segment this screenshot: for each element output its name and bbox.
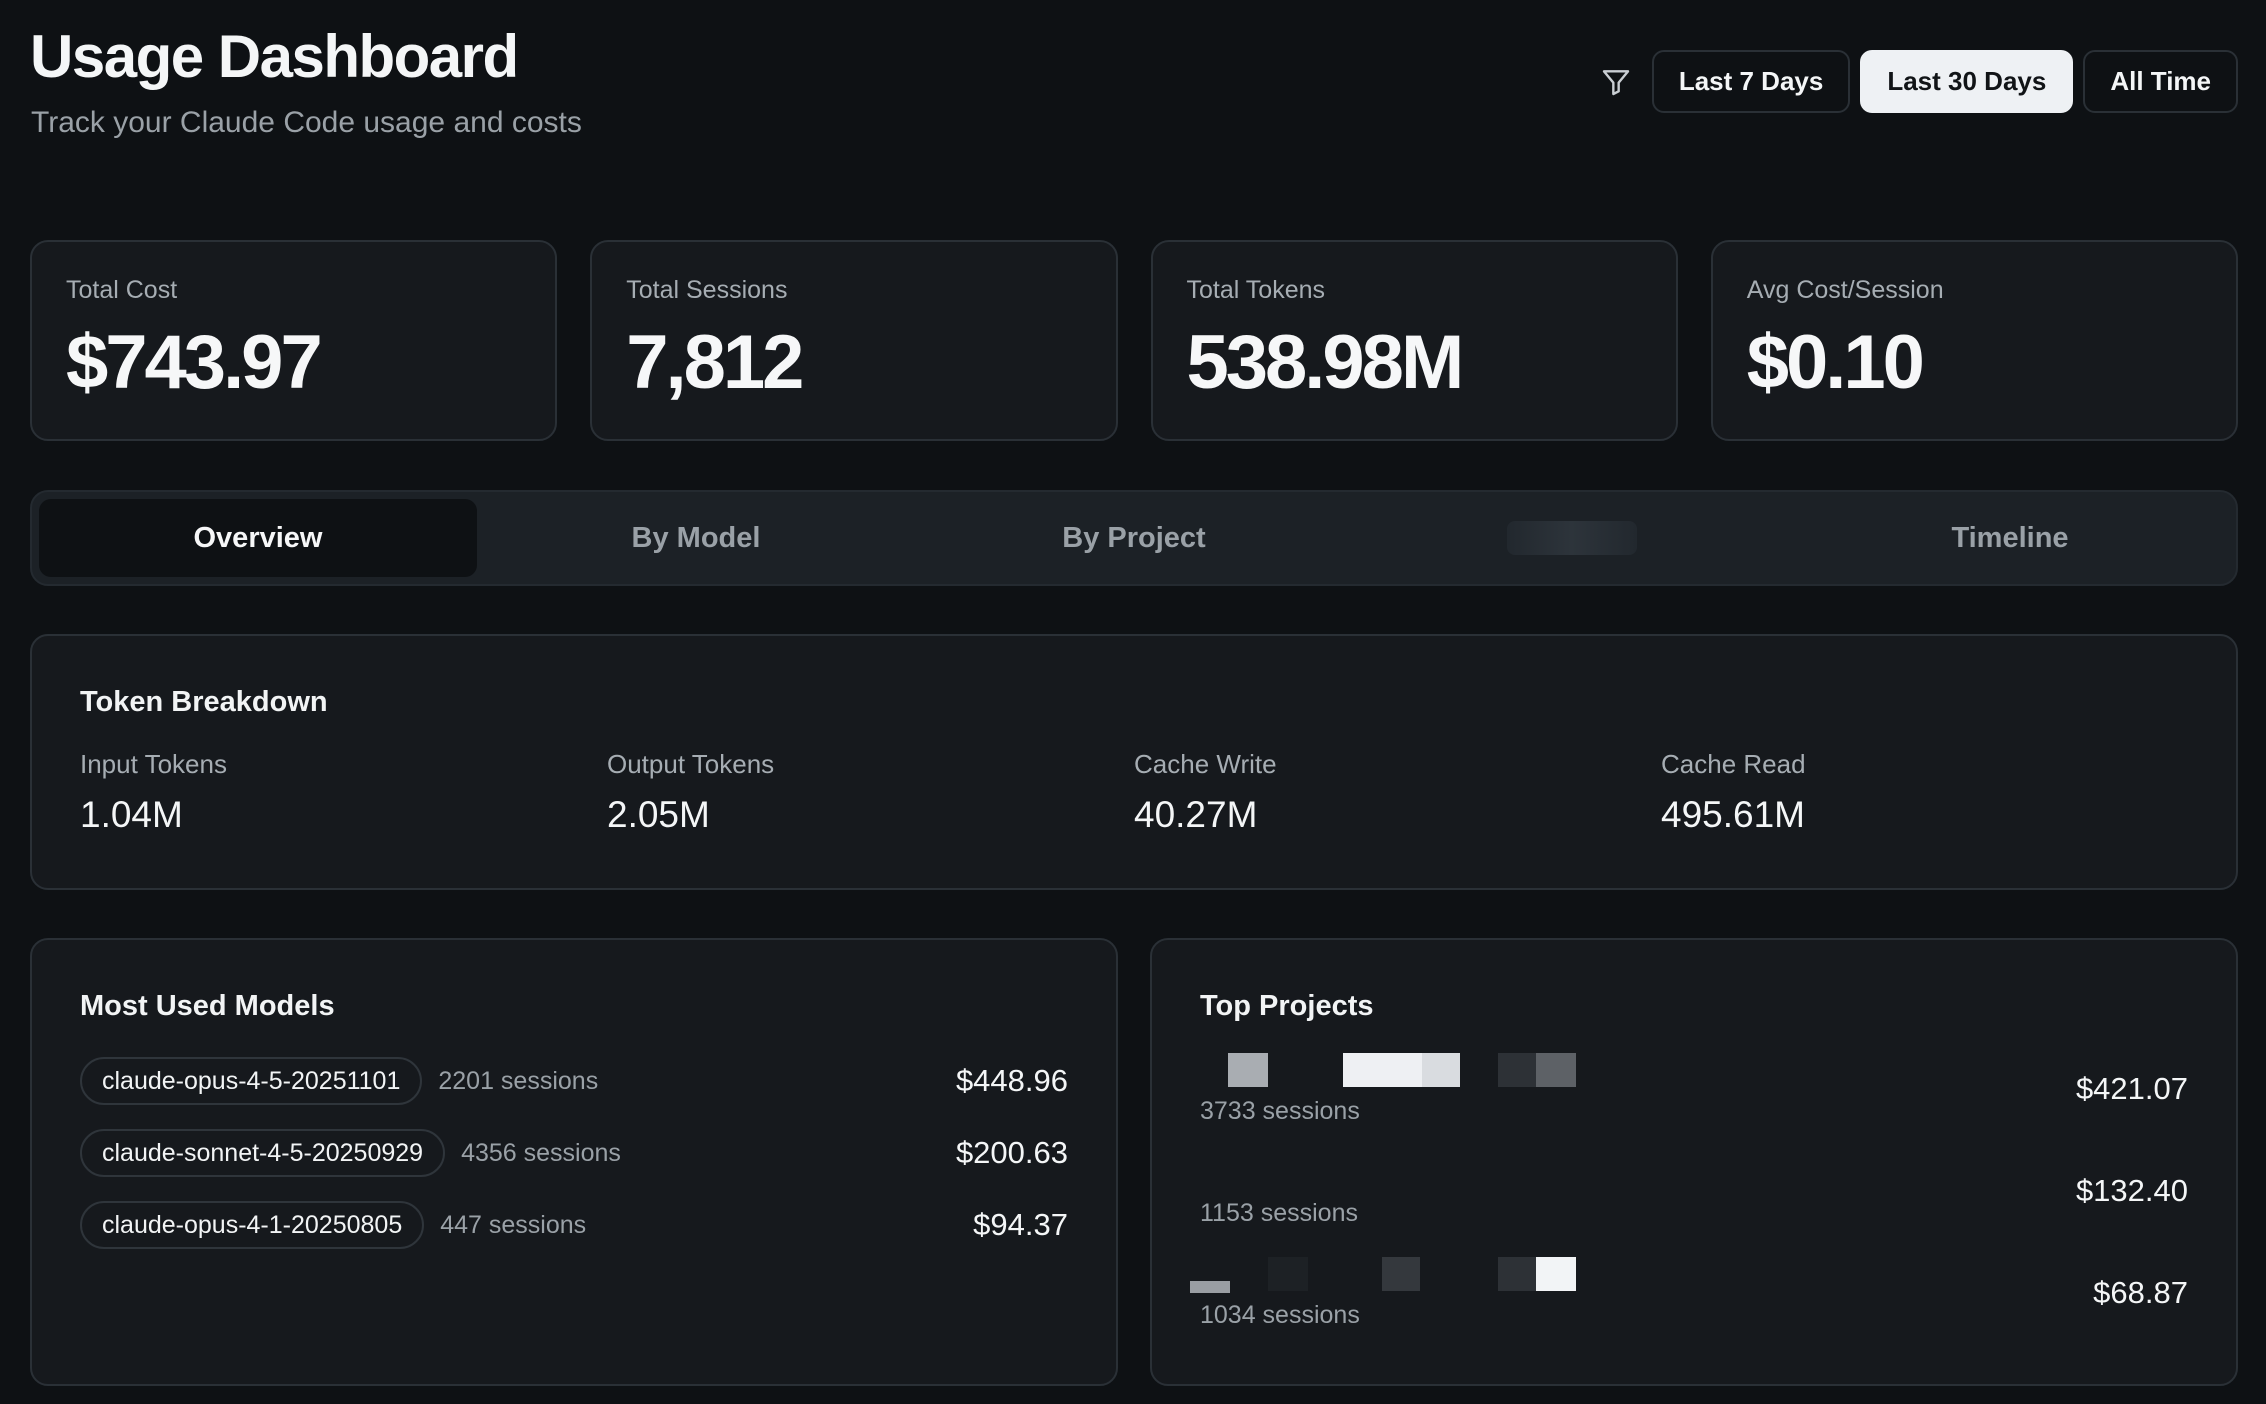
stat-label: Avg Cost/Session — [1746, 276, 1944, 304]
redacted-label — [1507, 521, 1637, 555]
project-sessions: 3733 sessions — [1200, 1097, 1360, 1125]
stat-label: Total Tokens — [1186, 276, 1326, 304]
input-tokens: Input Tokens 1.04M — [80, 749, 607, 836]
token-value: 1.04M — [80, 794, 183, 835]
cache-read: Cache Read 495.61M — [1661, 749, 2188, 836]
model-row: claude-sonnet-4-5-20250929 4356 sessions… — [80, 1129, 1068, 1177]
cache-write: Cache Write 40.27M — [1134, 749, 1661, 836]
page-subtitle: Track your Claude Code usage and costs — [31, 106, 582, 139]
total-sessions-card: Total Sessions 7,812 — [590, 240, 1118, 441]
token-label: Cache Read — [1661, 749, 1806, 779]
stat-label: Total Cost — [66, 276, 178, 304]
project-name-redacted — [1200, 1155, 2188, 1191]
tab-by-project[interactable]: By Project — [1062, 521, 1206, 554]
project-cost: $421.07 — [2075, 1071, 2188, 1106]
tab-by-model[interactable]: By Model — [631, 521, 761, 554]
stat-value: $0.10 — [1746, 320, 1925, 405]
last-30-days-button[interactable]: Last 30 Days — [1860, 50, 2074, 113]
model-cost: $94.37 — [973, 1207, 1068, 1242]
model-sessions: 447 sessions — [440, 1210, 587, 1239]
date-range-filter: Last 7 Days Last 30 Days All Time — [1596, 50, 2238, 113]
total-cost-card: Total Cost $743.97 — [30, 240, 558, 441]
model-row: claude-opus-4-1-20250805 447 sessions $9… — [80, 1201, 1068, 1249]
token-value: 495.61M — [1661, 794, 1805, 835]
model-row: claude-opus-4-5-20251101 2201 sessions $… — [80, 1057, 1068, 1105]
output-tokens: Output Tokens 2.05M — [607, 749, 1134, 836]
token-value: 40.27M — [1134, 794, 1258, 835]
most-used-models-panel: Most Used Models claude-opus-4-5-2025110… — [30, 938, 1118, 1386]
last-7-days-button[interactable]: Last 7 Days — [1651, 50, 1851, 113]
tab-timeline[interactable]: Timeline — [1951, 521, 2069, 554]
model-name-badge: claude-sonnet-4-5-20250929 — [80, 1129, 446, 1177]
tab-overview[interactable]: Overview — [39, 499, 477, 577]
project-row: 3733 sessions $421.07 — [1200, 1053, 2188, 1133]
page-title: Usage Dashboard — [30, 23, 519, 90]
filter-icon[interactable] — [1596, 62, 1636, 102]
model-name-badge: claude-opus-4-5-20251101 — [80, 1057, 423, 1105]
panel-title: Top Projects — [1200, 990, 1374, 1022]
project-cost: $68.87 — [2093, 1275, 2188, 1310]
stat-label: Total Sessions — [626, 276, 788, 304]
all-time-button[interactable]: All Time — [2083, 50, 2238, 113]
avg-cost-session-card: Avg Cost/Session $0.10 — [1710, 240, 2238, 441]
panel-title: Token Breakdown — [80, 686, 328, 718]
project-sessions: 1153 sessions — [1200, 1199, 1358, 1227]
model-sessions: 4356 sessions — [461, 1138, 621, 1167]
top-projects-panel: Top Projects 3733 sessions $421.07 1153 … — [1150, 938, 2238, 1386]
model-cost: $200.63 — [955, 1135, 1068, 1170]
total-tokens-card: Total Tokens 538.98M — [1150, 240, 1678, 441]
token-value: 2.05M — [607, 794, 710, 835]
stat-value: 7,812 — [626, 320, 804, 405]
stat-value: $743.97 — [66, 320, 323, 405]
project-name-redacted — [1190, 1257, 2188, 1293]
project-name-redacted — [1200, 1053, 2188, 1089]
token-label: Output Tokens — [607, 749, 775, 779]
token-breakdown-panel: Token Breakdown Input Tokens 1.04M Outpu… — [30, 634, 2238, 890]
model-name-badge: claude-opus-4-1-20250805 — [80, 1201, 425, 1249]
model-sessions: 2201 sessions — [438, 1066, 599, 1095]
panel-title: Most Used Models — [80, 990, 335, 1022]
project-row: 1034 sessions $68.87 — [1190, 1257, 2188, 1337]
token-label: Cache Write — [1134, 749, 1277, 779]
project-cost: $132.40 — [2075, 1173, 2188, 1208]
token-label: Input Tokens — [80, 749, 227, 779]
project-row: 1153 sessions $132.40 — [1200, 1155, 2188, 1235]
model-cost: $448.96 — [955, 1063, 1068, 1098]
stat-value: 538.98M — [1186, 320, 1465, 405]
tab-redacted[interactable] — [1353, 499, 1791, 577]
stats-row: Total Cost $743.97 Total Sessions 7,812 … — [30, 240, 2238, 441]
project-sessions: 1034 sessions — [1200, 1301, 1360, 1329]
tab-bar: Overview By Model By Project Timeline — [30, 490, 2238, 586]
